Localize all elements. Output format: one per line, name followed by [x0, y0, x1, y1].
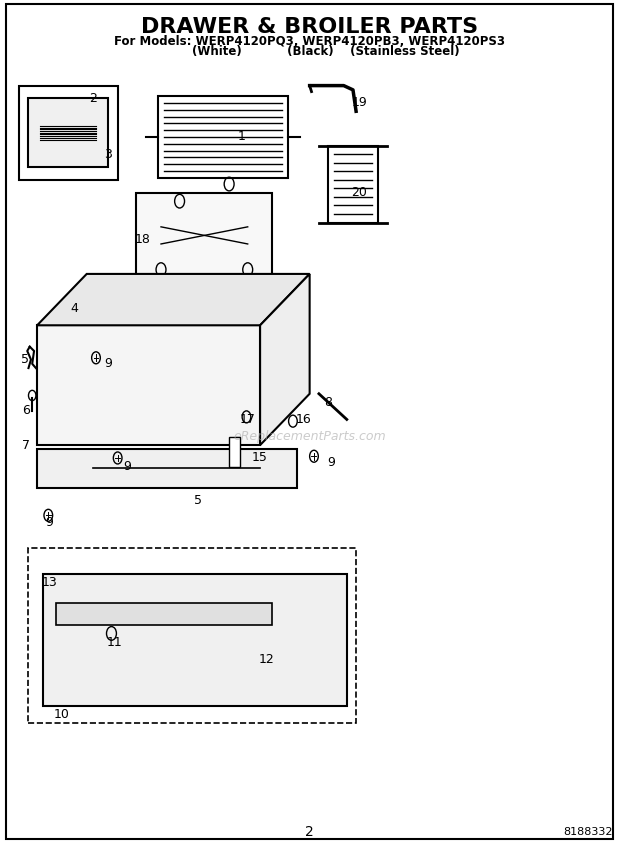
- Bar: [136, 193, 272, 278]
- Text: 18: 18: [135, 233, 151, 247]
- Text: 15: 15: [252, 451, 268, 465]
- Text: 20: 20: [352, 186, 367, 199]
- Bar: [229, 437, 241, 467]
- Text: 16: 16: [296, 413, 311, 426]
- Text: 2: 2: [89, 92, 97, 105]
- Polygon shape: [37, 325, 260, 445]
- Text: 11: 11: [107, 635, 122, 649]
- Bar: [328, 146, 378, 223]
- Text: 3: 3: [104, 147, 112, 161]
- Text: 4: 4: [71, 301, 78, 315]
- Bar: [19, 86, 118, 180]
- Text: 10: 10: [54, 708, 70, 722]
- Text: 9: 9: [104, 357, 112, 371]
- Bar: [158, 97, 288, 178]
- Bar: [28, 548, 356, 723]
- Text: 8: 8: [324, 395, 332, 409]
- Text: 8188332: 8188332: [564, 827, 613, 837]
- Polygon shape: [260, 274, 309, 445]
- Bar: [37, 449, 297, 488]
- Bar: [56, 603, 272, 625]
- Text: 2: 2: [305, 825, 314, 839]
- Bar: [28, 98, 108, 167]
- Text: 6: 6: [22, 404, 30, 418]
- Text: 12: 12: [259, 652, 274, 666]
- Text: 17: 17: [240, 413, 255, 426]
- Text: 9: 9: [46, 515, 53, 529]
- Text: 5: 5: [194, 494, 202, 508]
- Text: 9: 9: [123, 460, 131, 473]
- Polygon shape: [37, 274, 309, 325]
- Text: 1: 1: [237, 130, 246, 144]
- Text: DRAWER & BROILER PARTS: DRAWER & BROILER PARTS: [141, 17, 478, 38]
- Text: 7: 7: [22, 438, 30, 452]
- Text: 9: 9: [327, 455, 335, 469]
- Text: 13: 13: [42, 575, 58, 589]
- Text: eReplacementParts.com: eReplacementParts.com: [233, 430, 386, 443]
- Text: 5: 5: [21, 353, 29, 366]
- Bar: [43, 574, 347, 706]
- Text: For Models: WERP4120PQ3, WERP4120PB3, WERP4120PS3: For Models: WERP4120PQ3, WERP4120PB3, WE…: [114, 34, 505, 48]
- Text: 19: 19: [352, 96, 367, 110]
- Text: (White)           (Black)    (Stainless Steel): (White) (Black) (Stainless Steel): [159, 45, 460, 58]
